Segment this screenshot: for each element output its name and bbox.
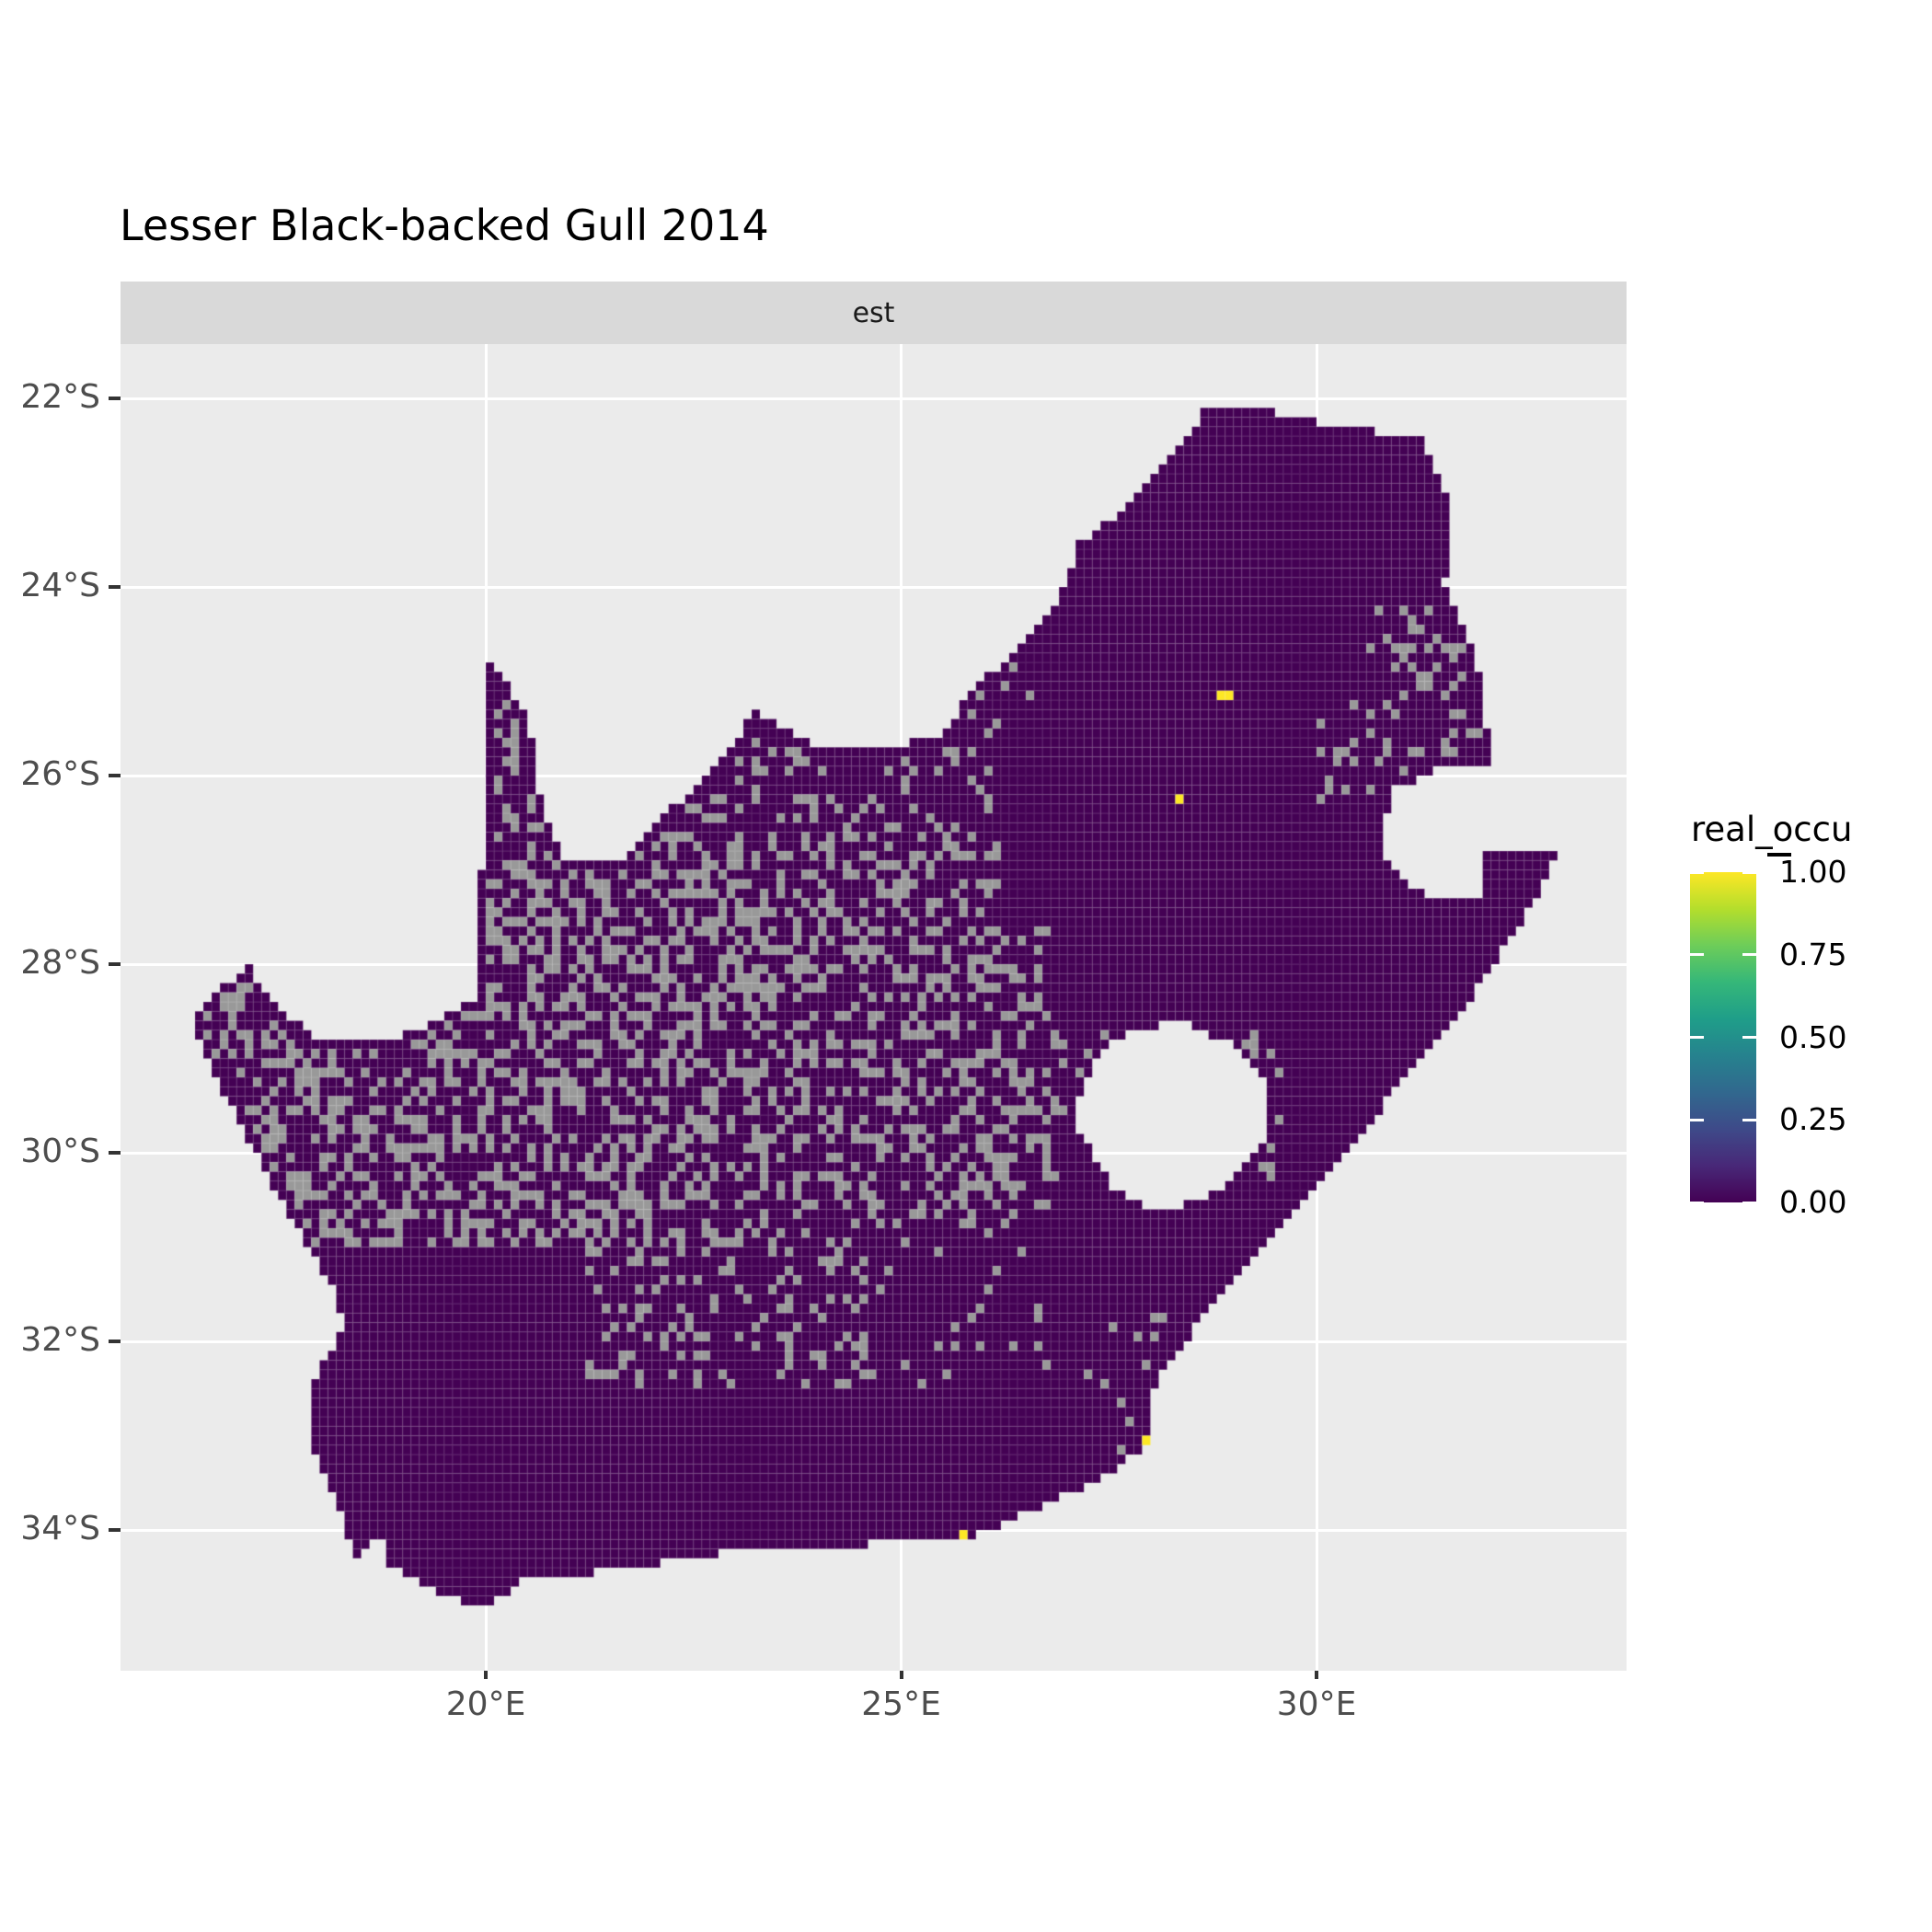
y-axis-label: 26°S [20, 755, 100, 794]
legend-colorbar-tick [1742, 953, 1756, 957]
x-axis-tick [899, 1671, 903, 1679]
y-axis-tick [109, 585, 121, 590]
legend-colorbar-tick [1690, 872, 1704, 874]
facet-strip-label: est [852, 296, 895, 329]
y-axis-tick [109, 1340, 121, 1344]
legend-colorbar-tick [1690, 953, 1704, 957]
legend-label: 0.25 [1779, 1101, 1847, 1138]
legend-label: 0.00 [1779, 1184, 1847, 1220]
y-axis-tick [109, 962, 121, 967]
y-axis-label: 34°S [20, 1510, 100, 1548]
facet-strip: est [121, 282, 1627, 344]
legend-colorbar [1690, 872, 1756, 1202]
x-axis-tick [1315, 1671, 1319, 1679]
y-axis-label: 28°S [20, 944, 100, 983]
y-axis-tick [109, 397, 121, 401]
y-axis-tick [109, 774, 121, 778]
legend-label: 0.50 [1779, 1018, 1847, 1055]
x-axis-label: 30°E [1276, 1685, 1357, 1723]
legend-top-tick-icon [1767, 853, 1791, 857]
x-axis-label: 25°E [861, 1685, 941, 1723]
x-axis-label: 20°E [445, 1685, 526, 1723]
y-axis-label: 22°S [20, 378, 100, 417]
legend-title: real_occu [1691, 810, 1853, 849]
legend-label: 0.75 [1779, 936, 1847, 972]
legend-colorbar-tick [1742, 1118, 1756, 1121]
map-canvas [121, 344, 1627, 1671]
legend-colorbar-tick [1690, 1118, 1704, 1121]
y-axis-label: 30°S [20, 1133, 100, 1171]
y-axis-label: 32°S [20, 1321, 100, 1360]
plot-panel [121, 344, 1627, 1671]
x-axis-tick [484, 1671, 489, 1679]
plot-title: Lesser Black-backed Gull 2014 [120, 201, 769, 250]
legend-colorbar-tick [1742, 1201, 1756, 1202]
legend-colorbar-tick [1742, 872, 1756, 874]
legend-colorbar-tick [1742, 1036, 1756, 1039]
legend-colorbar-tick [1690, 1036, 1704, 1039]
y-axis-label: 24°S [20, 567, 100, 605]
y-axis-tick [109, 1151, 121, 1156]
legend-label: 1.00 [1779, 854, 1847, 890]
legend-colorbar-tick [1690, 1201, 1704, 1202]
y-axis-tick [109, 1528, 121, 1533]
